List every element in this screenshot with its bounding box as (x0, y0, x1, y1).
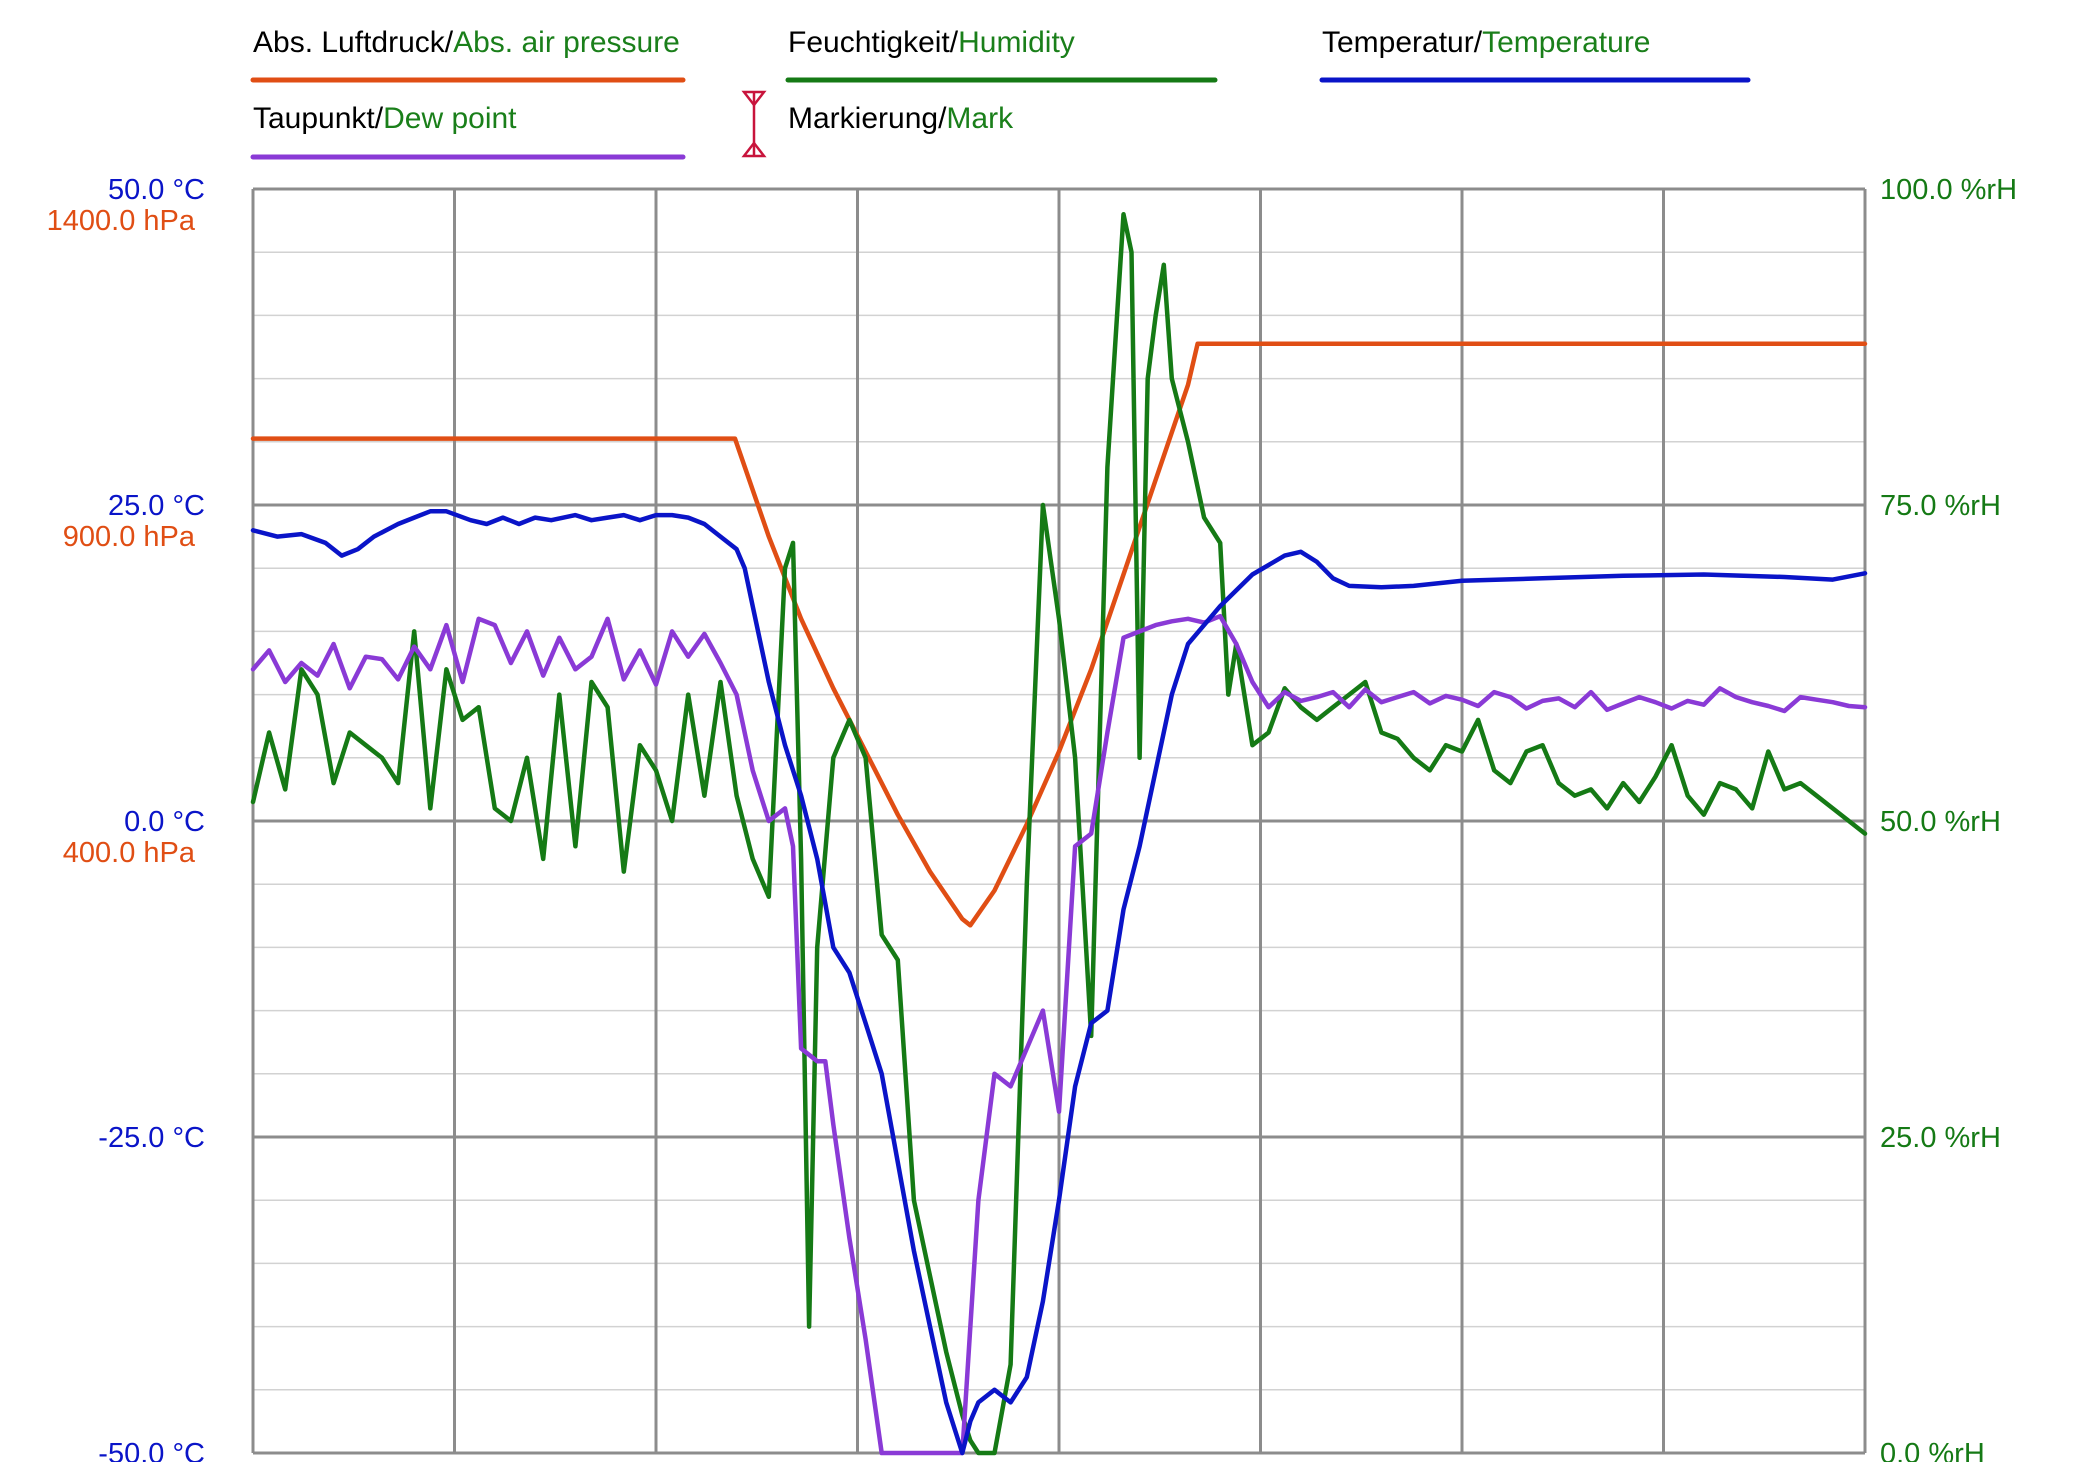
legend: Abs. Luftdruck/Abs. air pressure Feuchtig… (250, 26, 1751, 160)
pressure-tick-label: 900.0 hPa (63, 521, 196, 553)
legend-label: Abs. Luftdruck/Abs. air pressure (253, 26, 680, 59)
series-line-pressure (250, 341, 1868, 928)
grid (251, 187, 1867, 1455)
legend-item-temperature: Temperatur/Temperature (1319, 26, 1751, 83)
legend-label: Markierung/Mark (788, 102, 1014, 135)
series-lines (250, 212, 1868, 1456)
series-line-dewpoint (250, 613, 1868, 1456)
legend-label: Feuchtigkeit/Humidity (788, 26, 1075, 59)
legend-label: Temperatur/Temperature (1322, 26, 1651, 59)
humidity-tick-label: 75.0 %rH (1880, 490, 2001, 522)
temperature-tick-label: 50.0 °C (108, 174, 205, 206)
humidity-tick-label: 0.0 %rH (1880, 1438, 1985, 1462)
temperature-tick-label: -25.0 °C (98, 1122, 205, 1154)
humidity-tick-label: 50.0 %rH (1880, 806, 2001, 838)
right-axis-labels: 100.0 %rH 75.0 %rH 50.0 %rH 25.0 %rH 0.0 %rH (1880, 174, 2017, 1462)
temperature-tick-label: -50.0 °C (98, 1438, 205, 1462)
humidity-tick-label: 25.0 %rH (1880, 1122, 2001, 1154)
pressure-tick-label: 1400.0 hPa (47, 205, 196, 237)
mark-i-beam-icon (741, 90, 767, 158)
temperature-tick-label: 0.0 °C (124, 806, 205, 838)
left-axis-labels: 50.0 °C 25.0 °C 0.0 °C -25.0 °C -50.0 °C 1400… (47, 174, 205, 1462)
temperature-tick-label: 25.0 °C (108, 490, 205, 522)
legend-item-dewpoint: Taupunkt/Dew point (250, 102, 686, 160)
legend-item-mark: Markierung/Mark (741, 90, 1014, 158)
pressure-tick-label: 400.0 hPa (63, 837, 196, 869)
humidity-tick-label: 100.0 %rH (1880, 174, 2017, 206)
series-line-temperature (250, 509, 1868, 1456)
legend-label: Taupunkt/Dew point (253, 102, 517, 135)
series-line-humidity (250, 212, 1868, 1456)
legend-item-pressure: Abs. Luftdruck/Abs. air pressure (250, 26, 686, 83)
legend-item-humidity: Feuchtigkeit/Humidity (785, 26, 1218, 83)
